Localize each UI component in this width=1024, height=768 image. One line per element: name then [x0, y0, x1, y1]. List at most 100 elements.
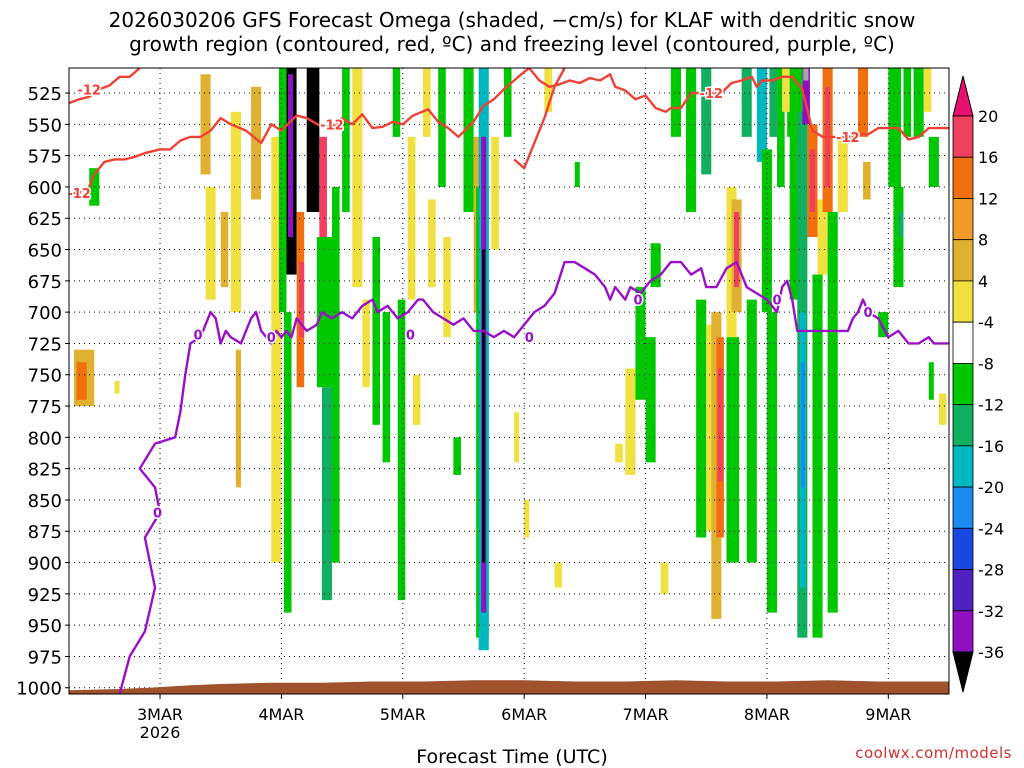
freezing-level-contour-label: 0: [193, 329, 202, 344]
omega-cell: [913, 68, 924, 137]
omega-cell: [392, 68, 401, 137]
omega-cell: [625, 368, 636, 475]
omega-cell: [230, 111, 241, 313]
x-tick-label: 9MAR: [865, 705, 911, 724]
omega-cell: [443, 237, 451, 338]
omega-cell: [893, 186, 904, 288]
freezing-level-contour-label: 0: [153, 506, 162, 521]
plot-area: -12 -12 -12 -12 -12 0 0 0 0 0 0 0 0 525 550 575 600 625 65…: [16, 67, 950, 742]
terrain-fill: [69, 680, 949, 694]
freezing-level-contour-label: 0: [406, 329, 415, 344]
omega-cell: [660, 562, 669, 594]
omega-cell: [352, 68, 363, 288]
omega-cell: [928, 362, 934, 400]
omega-cell: [544, 68, 552, 112]
colorbar-segment: [952, 610, 974, 653]
y-tick-label: 925: [28, 585, 62, 606]
omega-cell: [766, 312, 778, 613]
omega-cell: [812, 274, 823, 638]
plot-clipped-group: -12 -12 -12 -12 -12 0 0 0 0 0 0 0 0: [69, 68, 949, 694]
omega-cell: [200, 74, 211, 175]
y-tick-label: 650: [28, 241, 62, 262]
freezing-level-contour-label: 0: [864, 306, 873, 321]
omega-cell: [574, 161, 580, 187]
y-tick-label: 900: [28, 554, 62, 575]
omega-cell: [287, 74, 294, 238]
y-tick-label: 750: [28, 366, 62, 387]
omega-cell: [372, 237, 381, 425]
omega-cell: [746, 299, 757, 563]
y-tick-label: 725: [28, 334, 62, 355]
dgz-contour-right: [528, 68, 949, 141]
colorbar-tick-label: 20: [978, 107, 998, 126]
y-tick-label: 550: [28, 115, 62, 136]
omega-cell: [686, 68, 697, 212]
freezing-level-contour-label: 0: [773, 294, 782, 309]
y-tick-label: 875: [28, 522, 62, 543]
colorbar-tick-label: -36: [978, 643, 1004, 662]
y-tick-label: 825: [28, 460, 62, 481]
omega-cell: [554, 562, 563, 588]
y-tick-label: 800: [28, 428, 62, 449]
x-tick-label: 7MAR: [623, 705, 669, 724]
omega-cell: [938, 393, 947, 425]
y-tick-label: 1000: [16, 679, 62, 700]
omega-cell: [734, 211, 740, 288]
colorbar-tick-label: -4: [978, 313, 994, 332]
omega-cell: [782, 68, 793, 112]
omega-cell: [503, 68, 512, 137]
omega-cell: [271, 136, 282, 563]
omega-cell: [761, 149, 772, 313]
omega-cell: [928, 136, 939, 187]
omega-cell: [306, 68, 320, 212]
omega-cell: [491, 136, 499, 250]
omega-cell: [438, 68, 446, 187]
omega-cell: [701, 68, 712, 175]
omega-cell: [205, 186, 216, 300]
x-tick-label: 6MAR: [501, 705, 547, 724]
dgz-contour-lower: [69, 68, 530, 195]
colorbar-segment: [952, 527, 974, 570]
freezing-level-contour-label: 0: [525, 331, 534, 346]
colorbar-tick-label: -12: [978, 396, 1004, 415]
omega-cell: [837, 136, 848, 212]
source-watermark: coolwx.com/models: [855, 744, 1012, 762]
omega-cell: [650, 243, 661, 288]
omega-cell: [756, 68, 767, 162]
omega-cell: [412, 374, 421, 425]
y-tick-label: 675: [28, 272, 62, 293]
omega-cell: [114, 381, 120, 394]
omega-cell: [863, 161, 871, 200]
dgz-contour-upper: [69, 68, 141, 105]
x-tick-label: 4MAR: [258, 705, 304, 724]
freezing-level-contour-label: 0: [267, 331, 276, 346]
omega-cell: [803, 68, 809, 81]
omega-cell: [670, 68, 681, 137]
omega-cell: [342, 68, 350, 212]
colorbar-tick-label: -20: [978, 478, 1004, 497]
omega-cell: [645, 337, 656, 463]
y-tick-label: 950: [28, 616, 62, 637]
omega-cell: [362, 299, 370, 388]
x-axis-label: Forecast Time (UTC): [416, 746, 608, 768]
omega-cell: [717, 368, 723, 482]
omega-cell: [801, 362, 805, 488]
chart-title-line-1: 2026030206 GFS Forecast Omega (shaded, −…: [108, 8, 916, 32]
colorbar-tick-label: -24: [978, 519, 1004, 538]
omega-cell: [423, 68, 431, 137]
omega-cell: [514, 412, 520, 463]
x-tick-sublabel: 2026: [140, 723, 181, 742]
y-tick-label: 975: [28, 647, 62, 668]
y-tick-label: 775: [28, 397, 62, 418]
dgz-contour-upper-label: -12: [77, 83, 101, 98]
colorbar-tick-label: -8: [978, 354, 994, 373]
colorbar-segment: [952, 156, 974, 199]
colorbar-segment: [952, 115, 974, 158]
y-tick-label: 700: [28, 303, 62, 324]
omega-cell: [898, 211, 904, 238]
y-tick-label: 850: [28, 491, 62, 512]
colorbar-tick-label: -16: [978, 437, 1004, 456]
omega-cell: [615, 443, 623, 463]
omega-cell: [635, 287, 646, 400]
colorbar-segment: [952, 198, 974, 241]
